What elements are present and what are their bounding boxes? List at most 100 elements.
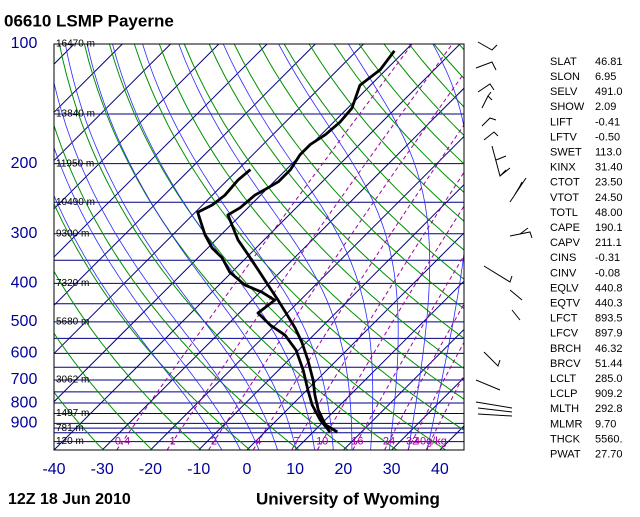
- isotherm-grid: [343, 328, 464, 450]
- isotherm: [54, 44, 75, 65]
- index-value: 190.1: [595, 222, 623, 234]
- index-value: 5560.: [595, 433, 623, 445]
- mixing-ratio-label: 2: [211, 435, 217, 447]
- isotherm: [54, 44, 316, 307]
- mixing-ratio-label: 4: [255, 435, 261, 447]
- index-name: THCK: [550, 433, 581, 445]
- mixing-ratio-line: [116, 44, 413, 450]
- index-name: LFTV: [550, 131, 578, 143]
- isotherm: [54, 44, 220, 210]
- chart-title: 06610 LSMP Payerne: [4, 11, 174, 30]
- dry-adiabat: [208, 44, 464, 340]
- index-value: 113.0: [595, 147, 622, 159]
- source-label: University of Wyoming: [256, 489, 440, 508]
- mixing-ratio-line: [407, 341, 464, 450]
- x-tick-label: 40: [431, 461, 449, 478]
- sounding-line: [196, 168, 332, 433]
- moist-adiabat: [54, 146, 241, 450]
- isotherm: [0, 44, 26, 450]
- moist-adiabat: [278, 44, 399, 450]
- isotherm: [54, 44, 413, 403]
- y-tick-label: 700: [11, 371, 38, 388]
- mixing-ratio-label: 24: [383, 435, 395, 447]
- index-name: BRCV: [550, 358, 581, 370]
- height-label: 1497 m: [56, 408, 89, 419]
- moist-adiabat: [426, 44, 464, 450]
- height-label: 9300 m: [56, 228, 89, 239]
- index-value: 292.8: [595, 403, 623, 415]
- mixing-ratio-label: 32: [406, 435, 418, 447]
- mixing-ratio-line: [291, 171, 464, 450]
- isotherm-grid: [198, 183, 464, 450]
- mixing-ratio-line: [252, 124, 464, 450]
- height-label: 10490 m: [56, 197, 95, 208]
- index-name: CTOT: [550, 177, 580, 189]
- index-name: SLON: [550, 71, 580, 83]
- index-name: CAPE: [550, 222, 580, 234]
- dry-adiabat: [54, 202, 251, 450]
- index-value: 27.70: [595, 449, 623, 461]
- indices-table: SLAT 46.81 SLON 6.95 SELV 491.0 SHOW 2.09 LIFT -0…: [550, 56, 623, 461]
- x-tick-label: 20: [335, 461, 353, 478]
- index-name: LFCT: [550, 313, 578, 325]
- moist-adiabat: [54, 81, 260, 450]
- mixing-ratio-line: [316, 205, 464, 450]
- x-tick-label: 10: [286, 461, 304, 478]
- dry-adiabat: [308, 44, 464, 222]
- dry-adiabat: [133, 44, 464, 431]
- dry-adiabat: [283, 44, 464, 251]
- height-label: 781 m: [56, 423, 84, 434]
- moist-adiabat: [142, 44, 334, 450]
- height-label: 120 m: [56, 436, 84, 447]
- dry-adiabat: [54, 391, 104, 450]
- moist-adiabat: [112, 44, 315, 450]
- wind-barbs: [475, 41, 533, 417]
- profiles: [196, 49, 396, 434]
- isotherm: [54, 44, 364, 355]
- index-name: EQLV: [550, 282, 579, 294]
- index-value: 897.9: [595, 328, 623, 340]
- index-value: 6.95: [595, 71, 616, 83]
- moist-adiabat: [348, 44, 431, 450]
- dry-adiabat: [158, 44, 464, 400]
- mixing-ratio-line: [425, 373, 464, 450]
- index-name: LIFT: [550, 116, 573, 128]
- index-name: SELV: [550, 86, 578, 98]
- mixing-ratio-line: [166, 44, 453, 450]
- moist-adiabat: [222, 44, 374, 450]
- index-value: -0.08: [595, 267, 620, 279]
- index-name: TOTL: [550, 207, 578, 219]
- index-value: -0.50: [595, 131, 620, 143]
- mixing-ratio-label: 40g/kg: [414, 435, 447, 447]
- x-tick-label: -20: [139, 461, 162, 478]
- mixing-ratio-label: 10: [316, 435, 328, 447]
- isotherm: [54, 44, 123, 114]
- plot-frame: [53, 43, 465, 451]
- index-name: SWET: [550, 147, 582, 159]
- height-label: 13840 m: [56, 109, 95, 120]
- index-value: 909.2: [595, 388, 623, 400]
- index-value: 2.09: [595, 101, 616, 113]
- dry-adiabat: [54, 448, 55, 450]
- index-name: SHOW: [550, 101, 585, 113]
- moist-adiabat: [178, 44, 353, 450]
- height-label: 11950 m: [56, 158, 94, 169]
- index-value: 31.40: [595, 162, 623, 174]
- index-value: 211.1: [595, 237, 622, 249]
- index-name: CAPV: [550, 237, 581, 249]
- index-value: 9.70: [595, 418, 616, 430]
- y-tick-label: 300: [11, 225, 38, 242]
- index-value: 893.5: [595, 313, 623, 325]
- index-value: 51.44: [595, 358, 623, 370]
- index-value: -0.41: [595, 116, 620, 128]
- moist-adiabat: [65, 44, 278, 450]
- index-name: LCLP: [550, 388, 578, 400]
- index-name: CINV: [550, 267, 577, 279]
- index-value: 440.3: [595, 298, 623, 310]
- index-value: 491.0: [595, 86, 623, 98]
- index-name: VTOT: [550, 192, 579, 204]
- x-tick-label: -40: [42, 461, 65, 478]
- index-name: EQTV: [550, 298, 581, 310]
